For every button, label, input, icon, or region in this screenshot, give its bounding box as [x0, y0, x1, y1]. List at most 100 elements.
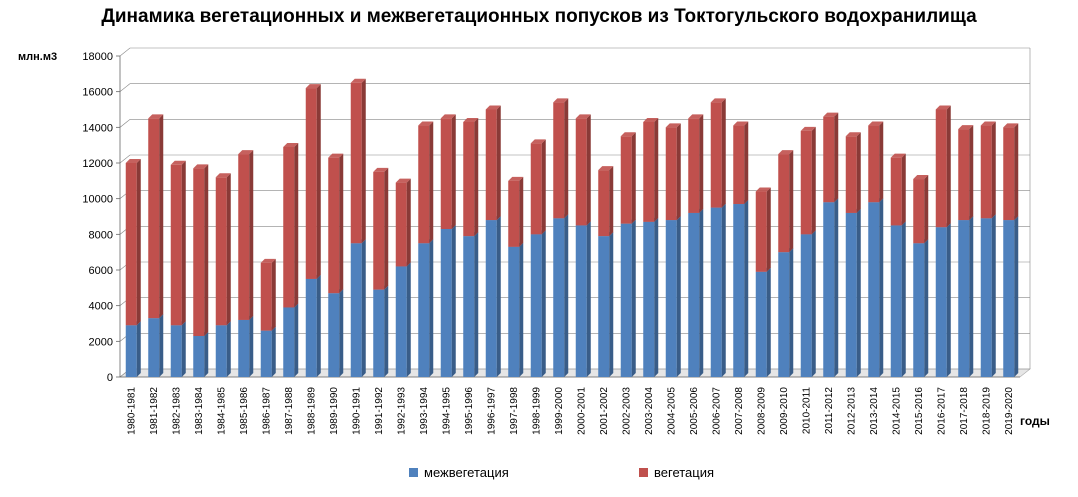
- bar-side-offseason-2012-2013: [856, 208, 861, 377]
- bar-side-offseason-1989-1990: [339, 289, 344, 377]
- bar-season-2009-2010: [778, 154, 790, 253]
- bar-side-season-1996-1997: [496, 105, 501, 221]
- x-tick-label-1986-1987: 1986-1987: [261, 387, 272, 435]
- bar-season-1985-1986: [238, 154, 250, 320]
- bar-side-season-2004-2005: [676, 123, 681, 221]
- bar-side-offseason-1996-1997: [496, 216, 501, 377]
- y-tick-label: 4000: [89, 301, 113, 313]
- x-tick-label-2015-2016: 2015-2016: [914, 387, 925, 435]
- bar-offseason-1997-1998: [508, 246, 520, 377]
- bar-season-2007-2008: [733, 125, 745, 205]
- bar-offseason-2015-2016: [913, 243, 925, 377]
- bar-top-season-1993-1994: [418, 121, 434, 126]
- bar-side-season-1983-1984: [204, 164, 209, 336]
- bar-side-offseason-1994-1995: [451, 224, 456, 377]
- bar-offseason-2004-2005: [665, 220, 677, 377]
- bar-side-season-2018-2019: [991, 121, 996, 219]
- x-tick-label-1983-1984: 1983-1984: [194, 387, 205, 435]
- bar-top-season-2007-2008: [733, 121, 749, 126]
- x-tick-label-2005-2006: 2005-2006: [689, 387, 700, 435]
- bar-offseason-1983-1984: [193, 335, 205, 377]
- bar-top-season-1983-1984: [193, 164, 209, 169]
- x-tick-label-2007-2008: 2007-2008: [734, 387, 745, 435]
- bar-side-offseason-1990-1991: [361, 239, 366, 377]
- bar-top-season-2003-2004: [643, 117, 659, 122]
- x-tick-label-2003-2004: 2003-2004: [644, 387, 655, 435]
- bar-season-1987-1988: [283, 146, 295, 308]
- bar-season-1994-1995: [440, 118, 452, 229]
- bar-season-2004-2005: [665, 127, 677, 221]
- x-tick-label-2004-2005: 2004-2005: [666, 387, 677, 435]
- bar-top-season-1984-1985: [215, 173, 231, 178]
- bar-season-1991-1992: [373, 171, 385, 290]
- x-tick-label-1998-1999: 1998-1999: [531, 387, 542, 435]
- bar-offseason-2000-2001: [575, 225, 587, 377]
- bar-side-offseason-1980-1981: [136, 321, 141, 377]
- bar-top-season-2005-2006: [688, 114, 704, 119]
- bar-side-offseason-2013-2014: [879, 198, 884, 377]
- bar-offseason-1990-1991: [350, 243, 362, 377]
- bar-top-season-2002-2003: [620, 132, 636, 137]
- y-tick-label: 2000: [89, 336, 113, 348]
- bar-side-season-1998-1999: [541, 139, 546, 235]
- legend-item-season: вегетация: [639, 465, 714, 480]
- legend-item-offseason: межвегетация: [409, 465, 509, 480]
- bar-season-2012-2013: [845, 136, 857, 213]
- bar-offseason-1988-1989: [305, 278, 317, 377]
- bar-side-season-2010-2011: [811, 126, 816, 235]
- bar-side-season-1999-2000: [564, 98, 569, 219]
- bar-offseason-1994-1995: [440, 228, 452, 377]
- y-tick-label: 18000: [82, 51, 113, 63]
- legend-swatch-season: [639, 468, 648, 477]
- gridline-slant: [119, 119, 131, 128]
- bar-offseason-1996-1997: [485, 220, 497, 377]
- bar-top-season-2016-2017: [935, 105, 951, 110]
- gridline-slant: [119, 154, 131, 164]
- bar-season-1995-1996: [463, 121, 475, 237]
- bar-top-season-1990-1991: [350, 78, 366, 83]
- bar-top-season-2019-2020: [1003, 123, 1019, 128]
- bar-season-2003-2004: [643, 121, 655, 222]
- bar-season-1993-1994: [418, 125, 430, 244]
- bar-season-2002-2003: [620, 136, 632, 224]
- bar-side-offseason-2007-2008: [744, 200, 749, 377]
- x-tick-label-1995-1996: 1995-1996: [464, 387, 475, 435]
- bar-side-offseason-1998-1999: [541, 230, 546, 377]
- y-tick-label: 0: [107, 372, 113, 384]
- bar-side-season-2011-2012: [834, 112, 839, 203]
- bar-season-1988-1989: [305, 88, 317, 279]
- bar-top-season-1982-1983: [170, 160, 186, 165]
- bar-top-season-1996-1997: [485, 105, 501, 110]
- x-tick-label-2009-2010: 2009-2010: [779, 387, 790, 435]
- bar-side-season-1985-1986: [249, 150, 254, 320]
- bar-top-season-2006-2007: [710, 98, 726, 103]
- bar-offseason-1984-1985: [215, 325, 227, 377]
- bar-side-offseason-1993-1994: [429, 239, 434, 377]
- x-tick-label-2019-2020: 2019-2020: [1004, 387, 1015, 435]
- bar-side-offseason-1986-1987: [271, 326, 276, 377]
- bar-side-offseason-1985-1986: [249, 315, 254, 377]
- y-tick-label: 10000: [82, 194, 113, 206]
- bar-offseason-1993-1994: [418, 243, 430, 377]
- bar-season-1981-1982: [148, 118, 160, 319]
- bar-season-2016-2017: [935, 109, 947, 228]
- bar-side-offseason-2015-2016: [924, 239, 929, 377]
- bar-side-season-2012-2013: [856, 132, 861, 213]
- x-tick-label-1981-1982: 1981-1982: [149, 387, 160, 435]
- x-tick-label-2001-2002: 2001-2002: [599, 387, 610, 435]
- bar-side-season-2016-2017: [946, 105, 951, 228]
- x-tick-label-2018-2019: 2018-2019: [981, 387, 992, 435]
- bar-top-season-2011-2012: [823, 112, 839, 117]
- legend-label-offseason: межвегетация: [424, 465, 509, 480]
- bar-side-offseason-2010-2011: [811, 230, 816, 377]
- x-tick-label-1988-1989: 1988-1989: [306, 387, 317, 435]
- bar-top-season-2001-2002: [598, 166, 614, 171]
- bar-side-season-1995-1996: [474, 117, 479, 237]
- bar-season-2018-2019: [980, 125, 992, 219]
- x-tick-label-2012-2013: 2012-2013: [846, 387, 857, 435]
- bar-season-1997-1998: [508, 180, 520, 247]
- bar-season-2008-2009: [755, 191, 767, 272]
- bar-side-offseason-2006-2007: [721, 203, 726, 377]
- y-tick-label: 8000: [89, 229, 113, 241]
